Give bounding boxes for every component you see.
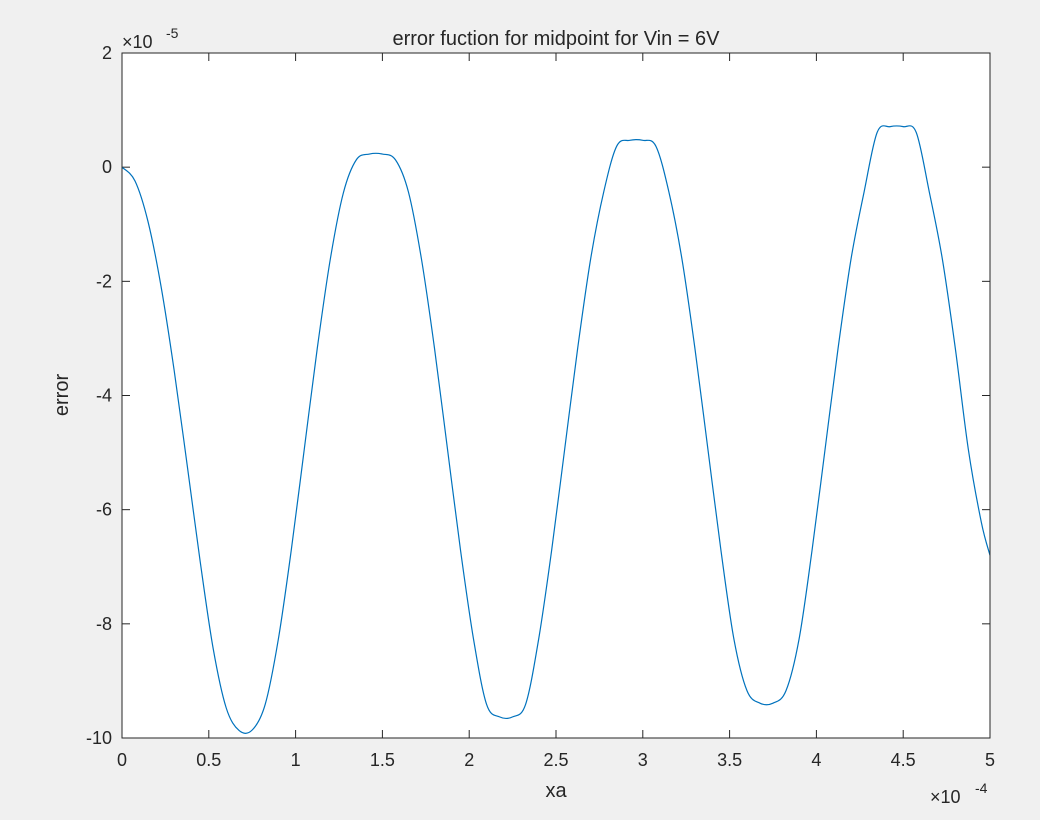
x-tick-label: 4.5 [891, 750, 916, 770]
x-exponent: ×10 -4 [930, 780, 988, 807]
x-axis-label: xa [545, 780, 567, 802]
x-tick-label: 2 [464, 750, 474, 770]
y-axis-label: error [51, 374, 73, 417]
x-tick-label: 2.5 [543, 750, 568, 770]
x-tick-label: 0 [117, 750, 127, 770]
y-tick-label: -6 [96, 500, 112, 520]
y-tick-label: -8 [96, 614, 112, 634]
x-ticks: 0 0.5 1 1.5 2 2.5 3 3.5 4 4.5 5 [117, 53, 995, 770]
x-tick-label: 0.5 [196, 750, 221, 770]
y-exponent-power: -5 [166, 25, 179, 41]
series-line [121, 125, 991, 734]
y-tick-label: 0 [102, 157, 112, 177]
y-tick-label: -10 [86, 728, 112, 748]
chart-title: error fuction for midpoint for Vin = 6V [392, 28, 720, 50]
x-tick-label: 4 [811, 750, 821, 770]
x-tick-label: 1 [291, 750, 301, 770]
x-tick-label: 3 [638, 750, 648, 770]
plot-area [121, 125, 991, 734]
y-exponent-base: ×10 [122, 32, 153, 52]
y-tick-label: 2 [102, 43, 112, 63]
x-exponent-power: -4 [975, 780, 988, 796]
axes-background [122, 53, 990, 738]
y-exponent: ×10 -5 [122, 25, 179, 52]
y-tick-label: -2 [96, 271, 112, 291]
x-tick-label: 3.5 [717, 750, 742, 770]
x-exponent-base: ×10 [930, 787, 961, 807]
y-tick-label: -4 [96, 386, 112, 406]
y-ticks: 2 0 -2 -4 -6 -8 -10 [86, 43, 990, 748]
x-tick-label: 1.5 [370, 750, 395, 770]
x-tick-label: 5 [985, 750, 995, 770]
axes-box [121, 52, 991, 739]
